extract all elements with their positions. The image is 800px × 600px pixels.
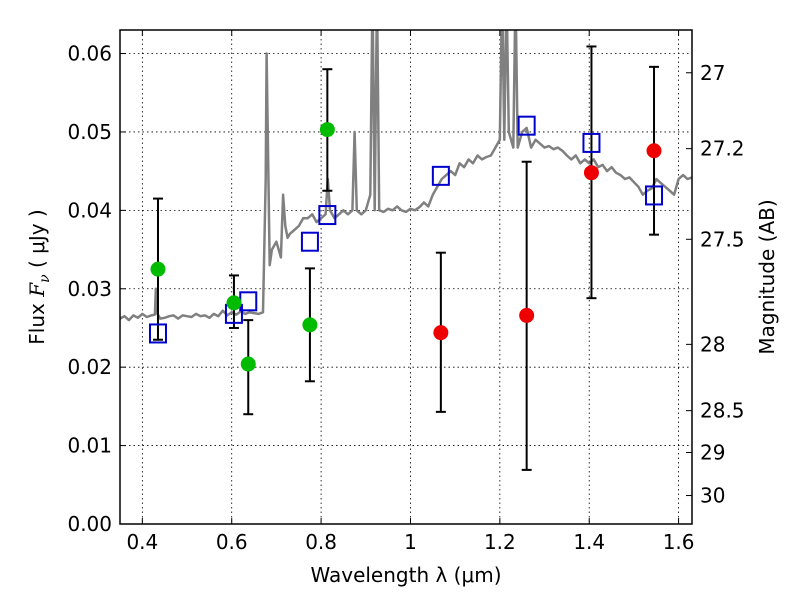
y-axis-label: Flux Fν ( μJy ) <box>25 209 53 344</box>
right-tick-label-3: 28 <box>700 332 725 356</box>
observed-green-point-1 <box>226 295 242 311</box>
observed-red-point-1 <box>519 307 535 323</box>
right-tick-label-5: 29 <box>700 440 725 464</box>
x-tick-label-6: 1.6 <box>663 530 695 554</box>
data-markers <box>148 115 664 372</box>
right-tick-label-2: 27.5 <box>700 227 745 251</box>
observed-red-point-2 <box>583 165 599 181</box>
model-blue-point-5 <box>431 165 450 186</box>
model-spectrum <box>120 30 692 322</box>
y-tick-label-2: 0.02 <box>67 355 112 379</box>
x-tick-label-2: 0.8 <box>305 530 337 554</box>
observed-green-point-2 <box>240 356 256 372</box>
right-tick-label-6: 30 <box>700 484 725 508</box>
observed-green-point-3 <box>302 317 318 333</box>
right-tick-label-1: 27.2 <box>700 137 745 161</box>
model-blue-point-3 <box>300 231 319 252</box>
model-blue-point-6 <box>517 115 536 136</box>
observed-green-point-4 <box>319 122 335 138</box>
observed-red-point-3 <box>646 143 662 159</box>
right-axis-label: Magnitude (AB) <box>755 199 779 354</box>
x-axis-label: Wavelength λ (μm) <box>310 563 501 587</box>
plot-frame <box>119 29 693 525</box>
model-blue-point-7 <box>582 132 601 153</box>
x-tick-label-1: 0.6 <box>216 530 248 554</box>
spectrum-line <box>120 30 692 322</box>
axis-ticks: 0.4 0.6 0.8 1 1.2 1.4 1.6 0.00 0.01 0.02 0.03 0.04 0… <box>67 30 745 554</box>
y-tick-label-3: 0.03 <box>67 277 112 301</box>
observed-red-point-0 <box>433 325 449 341</box>
right-tick-label-0: 27 <box>700 61 725 85</box>
y-tick-label-4: 0.04 <box>67 198 112 222</box>
y-tick-label-6: 0.06 <box>67 42 112 66</box>
model-blue-point-4 <box>318 205 337 226</box>
observed-green-point-0 <box>150 261 166 277</box>
x-tick-label-4: 1.2 <box>484 530 516 554</box>
x-tick-label-0: 0.4 <box>126 530 158 554</box>
x-tick-label-3: 1 <box>404 530 417 554</box>
y-tick-label-0: 0.00 <box>67 512 112 536</box>
x-tick-label-5: 1.4 <box>573 530 605 554</box>
right-tick-label-4: 28.5 <box>700 399 745 423</box>
y-tick-label-5: 0.05 <box>67 120 112 144</box>
model-blue-point-8 <box>645 185 664 206</box>
y-tick-label-1: 0.01 <box>67 434 112 458</box>
model-blue-point-0 <box>148 323 167 344</box>
